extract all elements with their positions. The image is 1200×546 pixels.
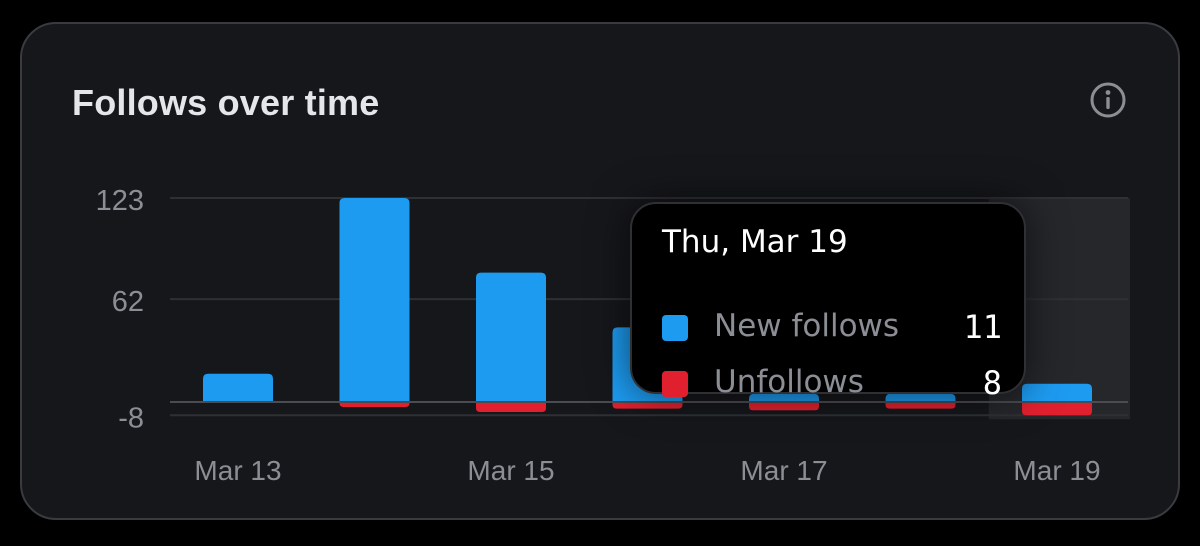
bar-new-follows — [1022, 383, 1092, 402]
x-tick-label: Mar 19 — [1013, 455, 1100, 486]
y-tick-label: -8 — [118, 402, 144, 434]
bar-new-follows — [339, 198, 410, 402]
bar-new-follows — [885, 393, 956, 402]
chart-tooltip: Thu, Mar 19 New follows 11 Unfollows 8 — [630, 202, 1026, 402]
y-tick-label: 123 — [96, 185, 144, 217]
y-tick-label: 62 — [112, 286, 144, 318]
unfollows-swatch — [662, 371, 688, 397]
info-icon[interactable] — [1088, 80, 1128, 120]
tooltip-value-new-follows: 11 — [963, 308, 1002, 346]
tooltip-label-unfollows: Unfollows — [714, 364, 864, 400]
bar-unfollows — [1022, 402, 1092, 416]
bar-new-follows — [203, 373, 273, 402]
tooltip-value-unfollows: 8 — [982, 364, 1002, 402]
tooltip-date: Thu, Mar 19 — [662, 224, 848, 260]
new-follows-swatch — [662, 315, 688, 341]
tooltip-row-unfollows: Unfollows 8 — [662, 364, 1002, 404]
follows-card: Follows over time 123 62 -8 Mar 13 Mar 15 Mar… — [20, 22, 1180, 520]
bar-new-follows — [476, 272, 546, 402]
bar-unfollows — [749, 402, 819, 411]
bar-unfollows — [339, 402, 410, 407]
bar-unfollows — [476, 402, 546, 412]
tooltip-row-new-follows: New follows 11 — [662, 308, 1002, 348]
x-tick-label: Mar 13 — [194, 455, 281, 486]
tooltip-label-new-follows: New follows — [714, 308, 900, 344]
x-tick-label: Mar 17 — [740, 455, 827, 486]
bar-new-follows — [749, 393, 819, 402]
x-tick-label: Mar 15 — [467, 455, 554, 486]
bar-unfollows — [885, 402, 956, 409]
bar-unfollows — [612, 402, 683, 409]
card-title: Follows over time — [72, 82, 380, 123]
